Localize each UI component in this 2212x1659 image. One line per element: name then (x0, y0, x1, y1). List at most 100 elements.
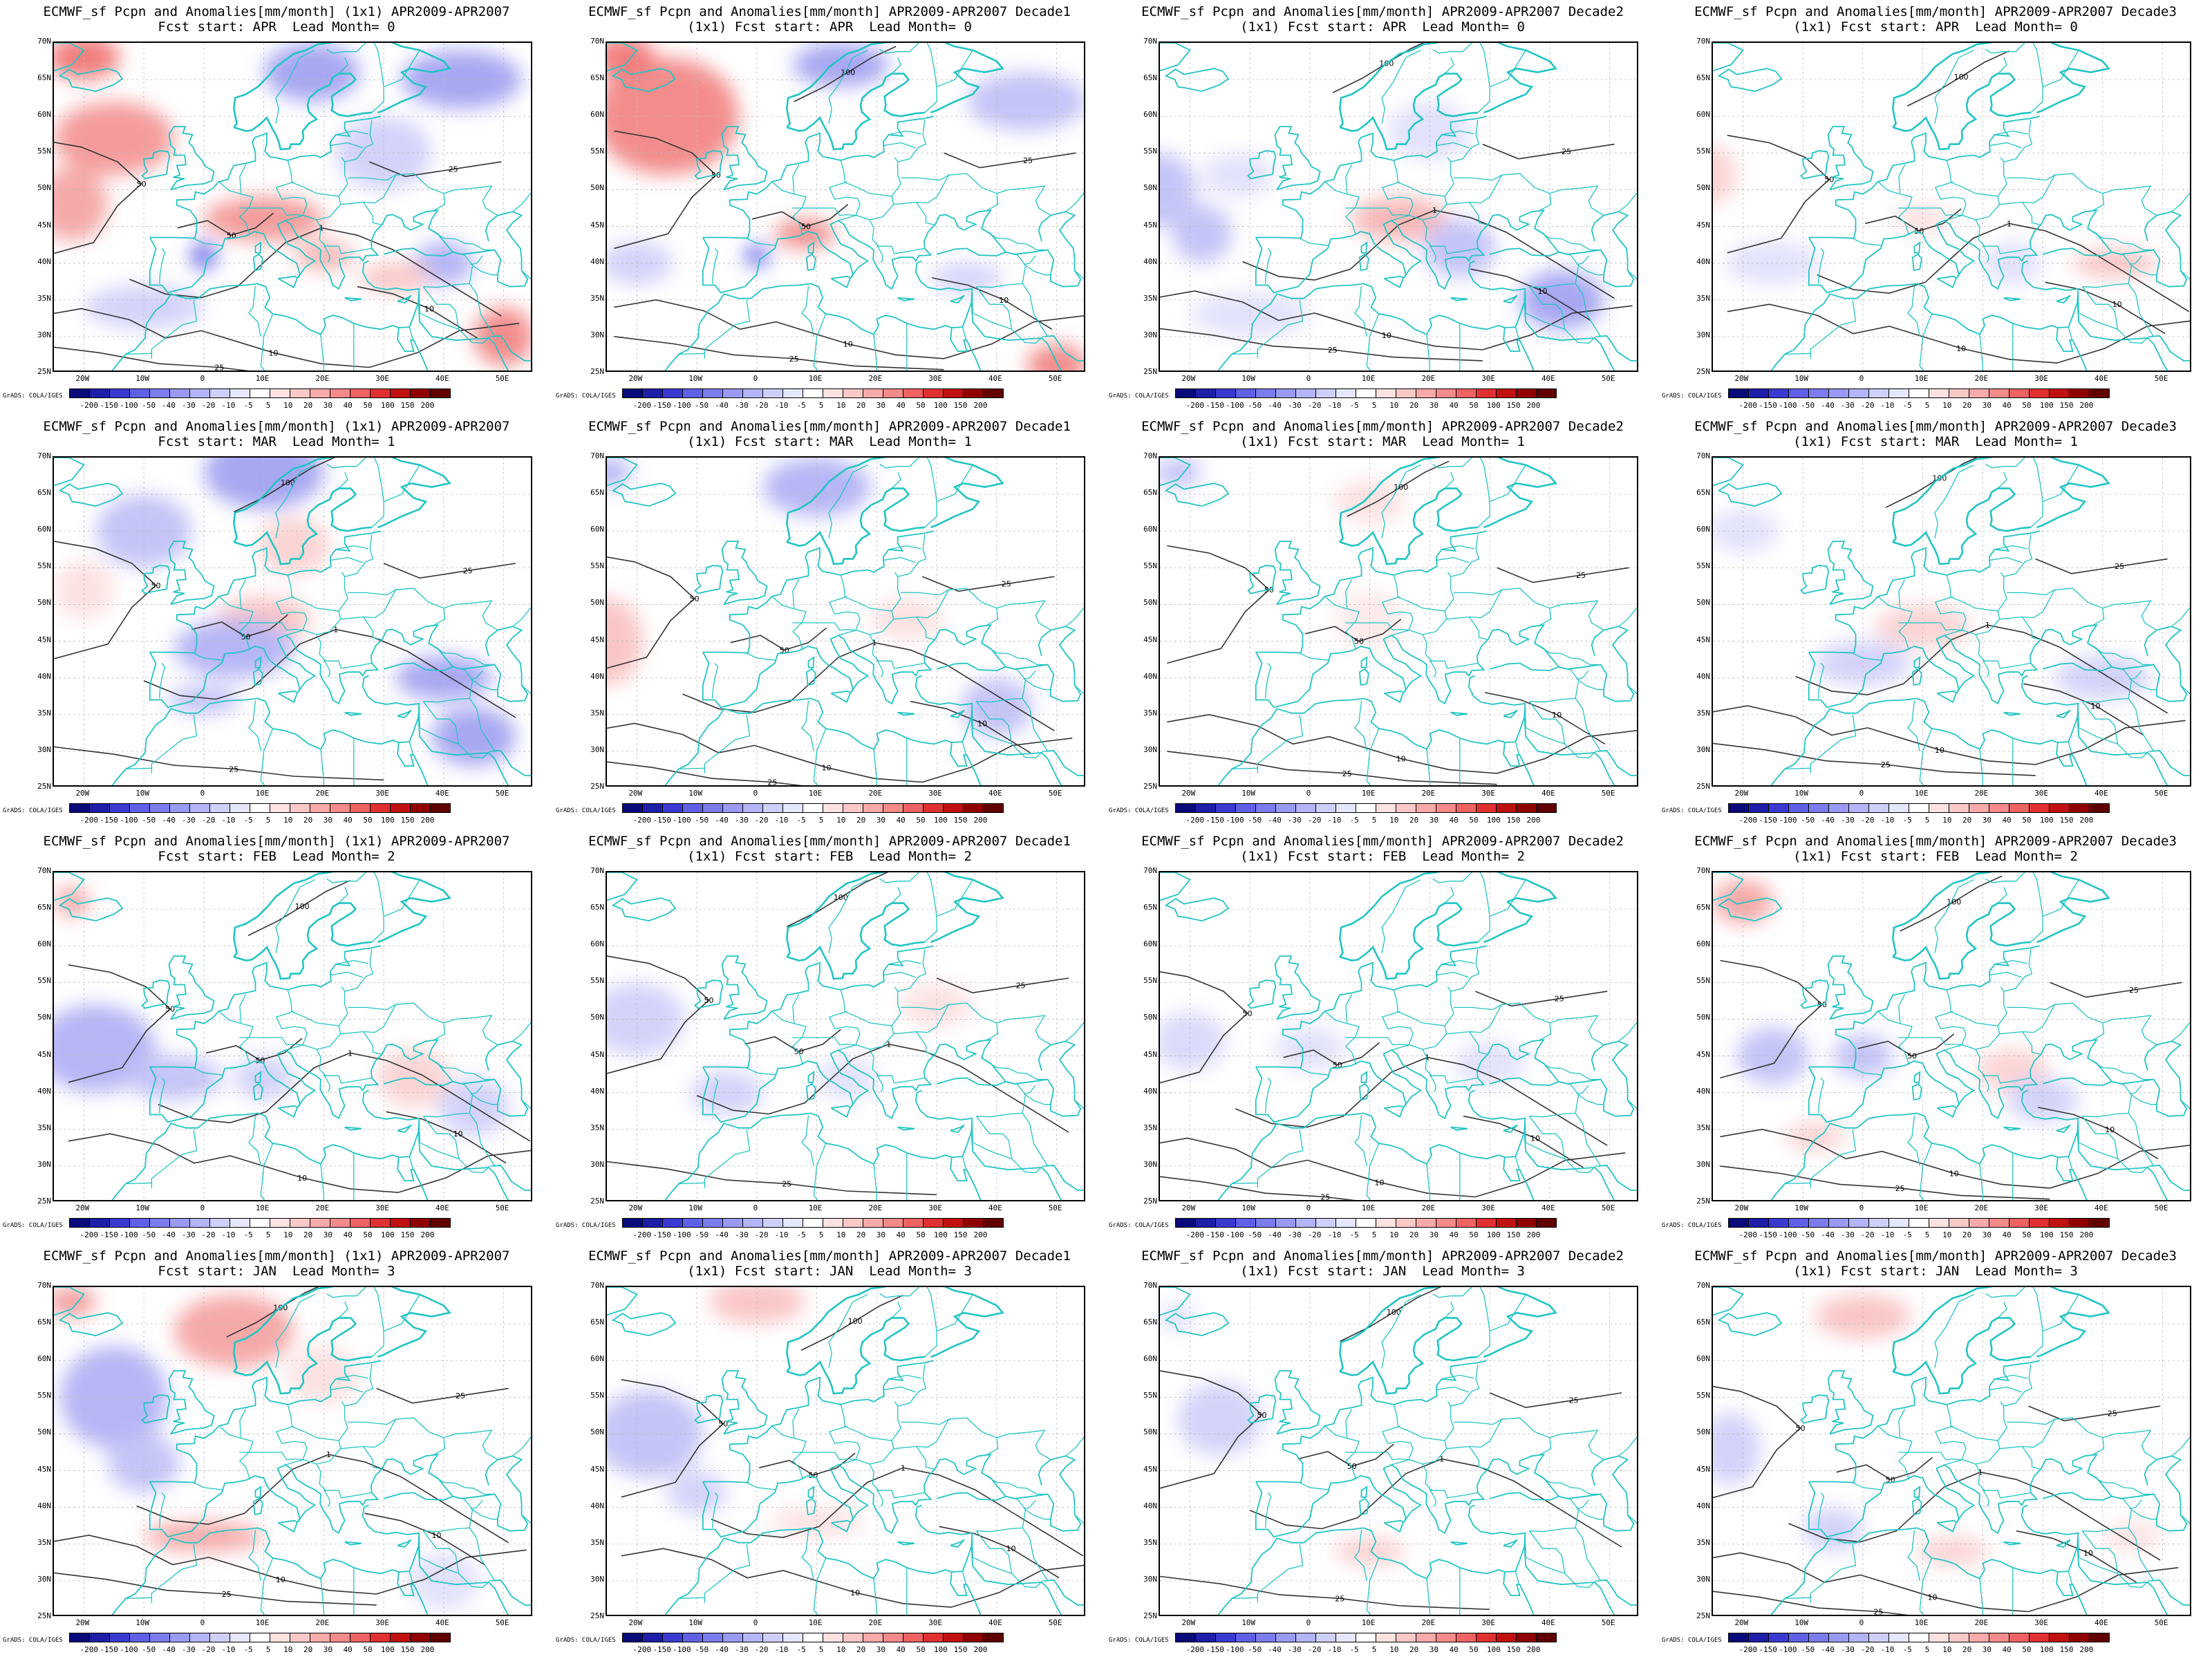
colorbar-swatch (2069, 1633, 2089, 1642)
contour-line (682, 641, 1055, 731)
colorbar-labels: -200 -150 -100 -50 -40 -30 -20 -10 -5 5 10 20 30 40 50… (622, 816, 1009, 825)
colorbar-swatch (1808, 804, 1828, 812)
colorbar-swatch (963, 804, 983, 812)
colorbar-swatch (1335, 1633, 1356, 1642)
colorbar-tick-label: 50 (363, 401, 373, 410)
contour-line (1304, 619, 1402, 642)
lat-tick-label: 65N (1143, 73, 1157, 83)
colorbar-tick-label: 10 (1942, 1230, 1952, 1239)
colorbar-labels: -200 -150 -100 -50 -40 -30 -20 -10 -5 5 10 20 30 40 50… (1728, 816, 2115, 825)
colorbar-swatch (2009, 389, 2029, 397)
contour-label: 25 (1320, 1193, 1330, 1201)
contour-label: 25 (214, 364, 224, 372)
colorbar-tick-label: 100 (2039, 1230, 2054, 1239)
positive-anomaly-area (257, 516, 330, 575)
contour-line (1160, 1137, 1626, 1198)
colorbar-swatch (1536, 804, 1556, 812)
contour-line (1160, 1370, 1263, 1489)
colorbar-swatch (1195, 389, 1215, 397)
colorbar-swatch (1215, 804, 1235, 812)
colorbar-swatch (129, 389, 149, 397)
lat-tick-label: 55N (1696, 147, 1710, 156)
anomaly-shading (1713, 145, 2157, 285)
colorbar-swatch (1396, 804, 1416, 812)
map-frame: 25 50 1 100 25 50 (606, 871, 1085, 1201)
colorbar-swatch (1295, 1219, 1315, 1227)
colorbar-tick-label: 10 (836, 816, 846, 825)
lon-tick-label: 10E (1914, 374, 1929, 383)
colorbar-tick-label: 100 (2039, 401, 2054, 410)
lat-tick-label: 50N (1143, 183, 1157, 193)
lat-tick-label: 30N (590, 744, 604, 754)
colorbar-swatch (782, 389, 803, 397)
colorbar-tick-label: -150 (1206, 1230, 1224, 1239)
colorbar-tick-label: 50 (916, 1230, 926, 1239)
colorbar-swatch (682, 389, 702, 397)
lat-tick-label: 40N (1696, 256, 1710, 266)
colorbar-tick-label: -40 (1268, 1645, 1282, 1654)
lon-tick-label: 10E (1914, 1618, 1929, 1627)
colorbar-tick-label: 20 (856, 1645, 866, 1654)
colorbar-labels: -200 -150 -100 -50 -40 -30 -20 -10 -5 5 10 20 30 40 50… (69, 1230, 456, 1240)
lat-tick-label: 30N (1696, 744, 1710, 754)
colorbar-swatch (2089, 804, 2109, 812)
lon-tick-label: 10W (688, 789, 703, 798)
contour-label: 1 (1978, 1468, 1983, 1477)
colorbar-tick-label: 40 (896, 1230, 906, 1239)
lat-tick-label: 60N (1143, 525, 1157, 534)
lat-tick-label: 25N (590, 782, 604, 791)
colorbar-swatch (109, 1633, 129, 1642)
colorbar-tick-label: 10 (1389, 1230, 1399, 1239)
colorbar-swatch (169, 804, 189, 812)
contour-line (921, 576, 1055, 592)
colorbar-tick-label: 200 (420, 1645, 435, 1654)
contour-line (744, 1029, 841, 1053)
contour-label: 10 (1956, 344, 1966, 353)
contour-label: 10 (2105, 1125, 2115, 1134)
colorbar-swatch (742, 1633, 762, 1642)
colorbar-swatch (1536, 1633, 1556, 1642)
colorbar-swatch (410, 1633, 430, 1642)
country-borders (126, 1287, 531, 1615)
colorbar-tick-label: -5 (796, 401, 806, 410)
map-frame: 10 25 50 100 10 25 50 (1712, 871, 2191, 1201)
contour-line (1865, 208, 1962, 232)
contour-line (786, 872, 889, 928)
colorbar-tick-label: 40 (343, 1230, 353, 1239)
negative-anomaly-area (1160, 153, 1197, 227)
colorbar-swatch (742, 804, 762, 812)
colorbar-tick-label: -40 (1268, 401, 1282, 410)
contour-label: 25 (222, 1590, 232, 1599)
colorbar-swatch (1456, 1219, 1476, 1227)
contour-label: 100 (841, 68, 855, 77)
contour-line (607, 1161, 937, 1196)
colorbar-tick-label: -30 (181, 1230, 196, 1239)
colorbar-tick-label: -5 (1349, 1230, 1359, 1239)
map-panel: ECMWF_sf Pcpn and Anomalies[mm/month] AP… (1659, 830, 2212, 1244)
contour-label: 50 (1796, 1424, 1806, 1433)
colorbar-swatch (350, 389, 370, 397)
colorbar-swatch (863, 804, 883, 812)
lat-tick-label: 45N (1143, 1049, 1157, 1059)
lon-tick-label: 20E (1974, 1618, 1989, 1627)
contour-line (1497, 567, 1629, 583)
panel-subtitle: Fcst start: APR Lead Month= 0 (158, 19, 395, 35)
lon-tick-label: 50E (2154, 374, 2168, 383)
lon-tick-label: 20E (1421, 1203, 1436, 1212)
lat-tick-label: 55N (1143, 976, 1157, 986)
colorbar-tick-label: -30 (181, 401, 196, 410)
contour-line (1900, 875, 2003, 932)
lon-tick-label: 10W (1241, 1618, 1256, 1627)
colorbar-tick-label: -10 (774, 1230, 789, 1239)
contour-line (2050, 982, 2182, 998)
grads-credit: GrADS: COLA/IGES (1109, 393, 1169, 400)
lat-tick-label: 55N (1696, 561, 1710, 571)
colorbar-tick-label: 30 (1982, 1645, 1992, 1654)
colorbar-swatch (310, 389, 330, 397)
colorbar-swatch (983, 1219, 1003, 1227)
colorbar-tick-label: -40 (1268, 1230, 1282, 1239)
contour-line (607, 761, 803, 785)
colorbar-tick-label: 40 (343, 401, 353, 410)
